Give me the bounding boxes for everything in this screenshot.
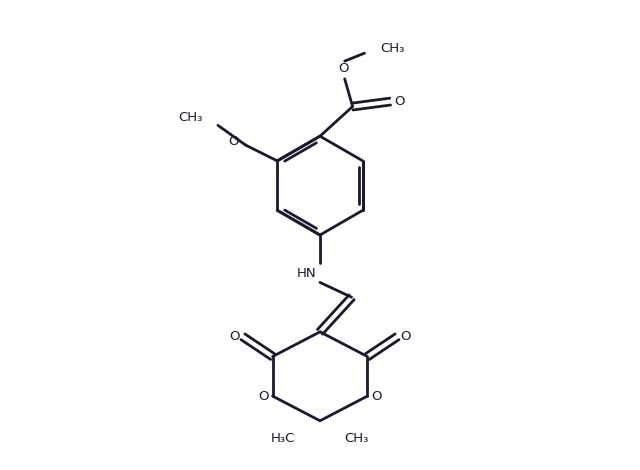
- Text: O: O: [339, 63, 349, 76]
- Text: O: O: [228, 134, 239, 148]
- Text: H₃C: H₃C: [271, 432, 295, 445]
- Text: O: O: [401, 330, 412, 343]
- Text: CH₃: CH₃: [345, 432, 369, 445]
- Text: CH₃: CH₃: [380, 42, 404, 55]
- Text: O: O: [259, 390, 269, 403]
- Text: O: O: [228, 330, 239, 343]
- Text: O: O: [371, 390, 381, 403]
- Text: O: O: [394, 95, 404, 108]
- Text: HN: HN: [296, 267, 316, 280]
- Text: CH₃: CH₃: [179, 111, 203, 124]
